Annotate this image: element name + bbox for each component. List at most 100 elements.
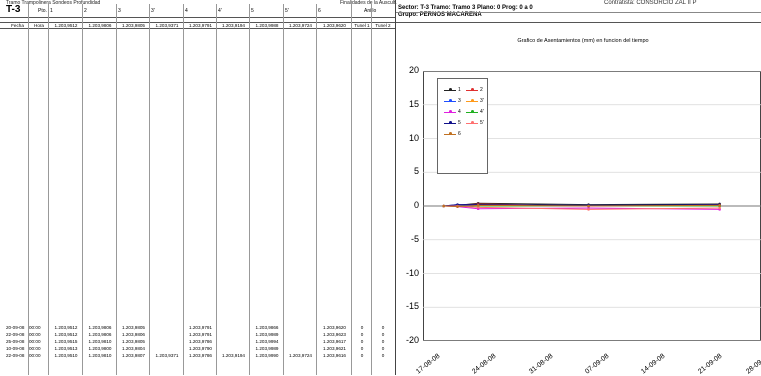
table-cell: 0 [381, 339, 385, 344]
legend-label: 4 [458, 109, 461, 115]
table-cell: 1.203,9786 [189, 353, 212, 358]
table-header-cell: 1.203,9791 [189, 23, 212, 28]
table-column-rule [371, 4, 372, 375]
table-column-rule [216, 4, 217, 375]
table-cell: 00:00 [29, 339, 41, 344]
legend-label: 5 [458, 120, 461, 126]
y-tick-label: -15 [405, 301, 419, 312]
header-rule [395, 12, 761, 13]
table-column-rule [316, 4, 317, 375]
legend-label: 3' [480, 98, 484, 104]
series-point [476, 204, 480, 207]
group-line: Grupo: PERNOS MACARENA [398, 12, 482, 18]
table-cell: 1.203,9989 [255, 346, 279, 351]
point-column-label: 2 [84, 8, 87, 14]
sheet-code: T-3 [6, 4, 21, 15]
table-cell: 1.203,9513 [54, 346, 78, 351]
legend-swatch-marker [449, 110, 452, 113]
table-column-rule [351, 4, 352, 375]
table-cell: 1.203,9806 [88, 325, 112, 330]
table-cell: 10-09-08 [6, 346, 25, 351]
table-header-cell: 1.203,9512 [54, 23, 78, 28]
table-cell: 22-09-08 [6, 353, 25, 358]
table-header-cell: 1.203,9724 [289, 23, 312, 28]
table-cell: 00:00 [29, 346, 41, 351]
point-column-label: 5' [285, 8, 289, 14]
y-tick-label: -20 [405, 335, 419, 345]
table-header-cell: 1.203,9371 [155, 23, 179, 28]
legend-label: 5' [480, 120, 484, 126]
table-cell: 1.203,9791 [189, 325, 212, 330]
table-cell: 1.203,9866 [255, 325, 279, 330]
finalidades-partial-label: Finalidades de la Auscult. [340, 0, 397, 6]
table-header-cell: 1.203,9194 [222, 23, 245, 28]
table-cell: 1.203,9806 [88, 332, 112, 337]
table-cell: 1.203,9621 [323, 346, 346, 351]
legend-swatch-marker [449, 121, 452, 124]
anillo-label: Anillo [364, 8, 377, 14]
table-column-rule [283, 4, 284, 375]
table-cell: 00:00 [29, 353, 41, 358]
y-tick-label: 0 [413, 200, 419, 210]
legend-swatch-marker [449, 88, 452, 91]
table-chart-divider [395, 0, 396, 375]
legend-swatch-marker [471, 121, 474, 124]
header-rule [0, 22, 761, 23]
readings-table: Fecha Hora 1.203,9512 1.203,9806 1.203,9805 1… [6, 23, 391, 358]
chart-legend: 1 2 3 3' 4 4' 5 5' 6 [437, 78, 488, 174]
table-cell: 1.203,9990 [255, 353, 279, 358]
table-column-rule [28, 4, 29, 375]
table-column-rule [149, 4, 150, 375]
table-cell: 0 [381, 353, 385, 358]
point-column-label: 1 [50, 8, 53, 14]
y-tick-label: -10 [405, 267, 419, 278]
table-cell: 0 [360, 339, 364, 344]
table-cell: 1.203,9616 [323, 353, 346, 358]
table-header-cell: 1.203,9805 [122, 23, 145, 28]
table-cell: 1.203,9512 [54, 332, 78, 337]
table-cell: 0 [360, 346, 364, 351]
top-left-partial-label: Tramo Trampolinera Sondeos Profundidad [6, 0, 101, 6]
table-cell: 1.203,9807 [122, 353, 145, 358]
point-column-label: 5 [251, 8, 254, 14]
point-column-label: 3 [118, 8, 121, 14]
table-cell: 00:00 [29, 332, 41, 337]
table-column-rule [82, 4, 83, 375]
legend-label: 2 [480, 87, 483, 93]
table-cell: 0 [360, 332, 364, 337]
legend-label: 1 [458, 87, 461, 93]
table-column-rule [183, 4, 184, 375]
table-cell: 1.203,9623 [323, 332, 346, 337]
point-column-label: 3' [151, 8, 155, 14]
y-tick-label: 10 [408, 132, 419, 143]
sector-line: Sector: T-3 Tramo: Tramo 3 Plano: 0 Prog… [398, 5, 533, 11]
legend-label: 3 [458, 98, 461, 104]
series-point [718, 206, 721, 210]
table-header-cell: 1.203,9806 [88, 23, 112, 28]
chart-title: Grafico de Asentamientos (mm) en funcion… [517, 38, 649, 44]
table-cell: 1.203,9724 [289, 353, 312, 358]
table-cell: 1.203,9804 [122, 346, 145, 351]
series-point [718, 204, 721, 207]
legend-swatch-marker [449, 99, 452, 102]
table-cell: 1.203,9510 [54, 353, 78, 358]
table-cell: 1.203,9994 [255, 339, 279, 344]
series-point [587, 204, 590, 208]
legend-swatch-marker [471, 88, 474, 91]
series-point [456, 205, 459, 208]
table-cell: 1.203,9617 [323, 339, 346, 344]
table-cell: 20-09-08 [6, 325, 25, 330]
y-tick-label: 15 [408, 98, 419, 109]
table-cell: 1.203,9805 [122, 325, 145, 330]
point-column-label: 4' [218, 8, 222, 14]
table-cell: 1.203,9371 [155, 353, 179, 358]
table-cell: 0 [360, 353, 364, 358]
series-point [587, 208, 590, 211]
table-cell: 22-09-08 [6, 332, 25, 337]
table-header-cell: Hora [34, 23, 44, 28]
legend-label: 6 [458, 131, 461, 137]
header-rule [0, 17, 395, 18]
table-cell: 0 [381, 332, 385, 337]
table-header-cell: Tunel 1 [354, 23, 370, 28]
